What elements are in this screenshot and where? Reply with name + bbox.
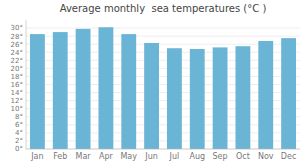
chart: Average monthly sea temperatures (°C ) 0°… <box>0 0 306 165</box>
y-tick-label: 26° <box>11 41 23 49</box>
x-tick-label: Jun <box>144 152 158 161</box>
x-tick-label: Jan <box>30 152 43 161</box>
bar <box>235 46 250 149</box>
y-tick-label: 2° <box>15 137 23 145</box>
y-tick-label: 8° <box>15 113 23 121</box>
x-tick-label: Aug <box>189 152 205 161</box>
y-tick-label: 14° <box>11 89 23 97</box>
bar <box>258 41 273 149</box>
y-tick-label: 18° <box>11 73 23 81</box>
y-tick-label: 16° <box>11 81 23 89</box>
bar <box>53 32 68 149</box>
bar <box>190 49 205 149</box>
y-axis-line <box>26 20 27 149</box>
y-tick-label: 28° <box>11 33 23 41</box>
bar <box>98 27 113 149</box>
x-tick-label: Oct <box>236 152 250 161</box>
y-tick-label: 22° <box>11 57 23 65</box>
y-tick-label: 0° <box>15 145 23 153</box>
y-tick-label: 10° <box>11 105 23 113</box>
grid-line <box>26 28 300 29</box>
y-tick-label: 6° <box>15 121 23 129</box>
x-tick-label: Apr <box>99 152 114 161</box>
y-tick-label: 4° <box>15 129 23 137</box>
bar <box>30 34 45 149</box>
bars <box>30 27 296 149</box>
y-tick-label: 24° <box>11 49 23 57</box>
grid <box>26 28 300 149</box>
y-tick-labels: 0°2°4°6°8°10°12°14°16°18°20°22°24°26°28°… <box>11 24 23 153</box>
bar <box>121 34 136 149</box>
x-tick-label: Nov <box>258 152 274 161</box>
x-tick-label: Jul <box>169 152 180 161</box>
x-tick-label: Sep <box>213 152 228 161</box>
bar <box>213 47 228 149</box>
x-tick-label: May <box>120 152 137 161</box>
y-tick-label: 30° <box>11 24 23 32</box>
x-tick-label: Feb <box>53 152 67 161</box>
x-tick-labels: Jan Feb Mar Apr May Jun Jul Aug Sep Oct Nov Dec <box>30 152 296 161</box>
bar <box>281 38 296 149</box>
bar <box>76 29 91 149</box>
x-tick-label: Mar <box>76 152 92 161</box>
y-tick-label: 12° <box>11 97 23 105</box>
title: Average monthly sea temperatures (°C ) <box>60 3 267 14</box>
bar <box>167 48 182 149</box>
bar <box>144 43 159 149</box>
x-tick-label: Dec <box>281 152 296 161</box>
x-axis-line <box>26 149 300 150</box>
y-tick-label: 20° <box>11 65 23 73</box>
page: {"chart_data": {"type": "bar", "title": … <box>0 0 306 165</box>
